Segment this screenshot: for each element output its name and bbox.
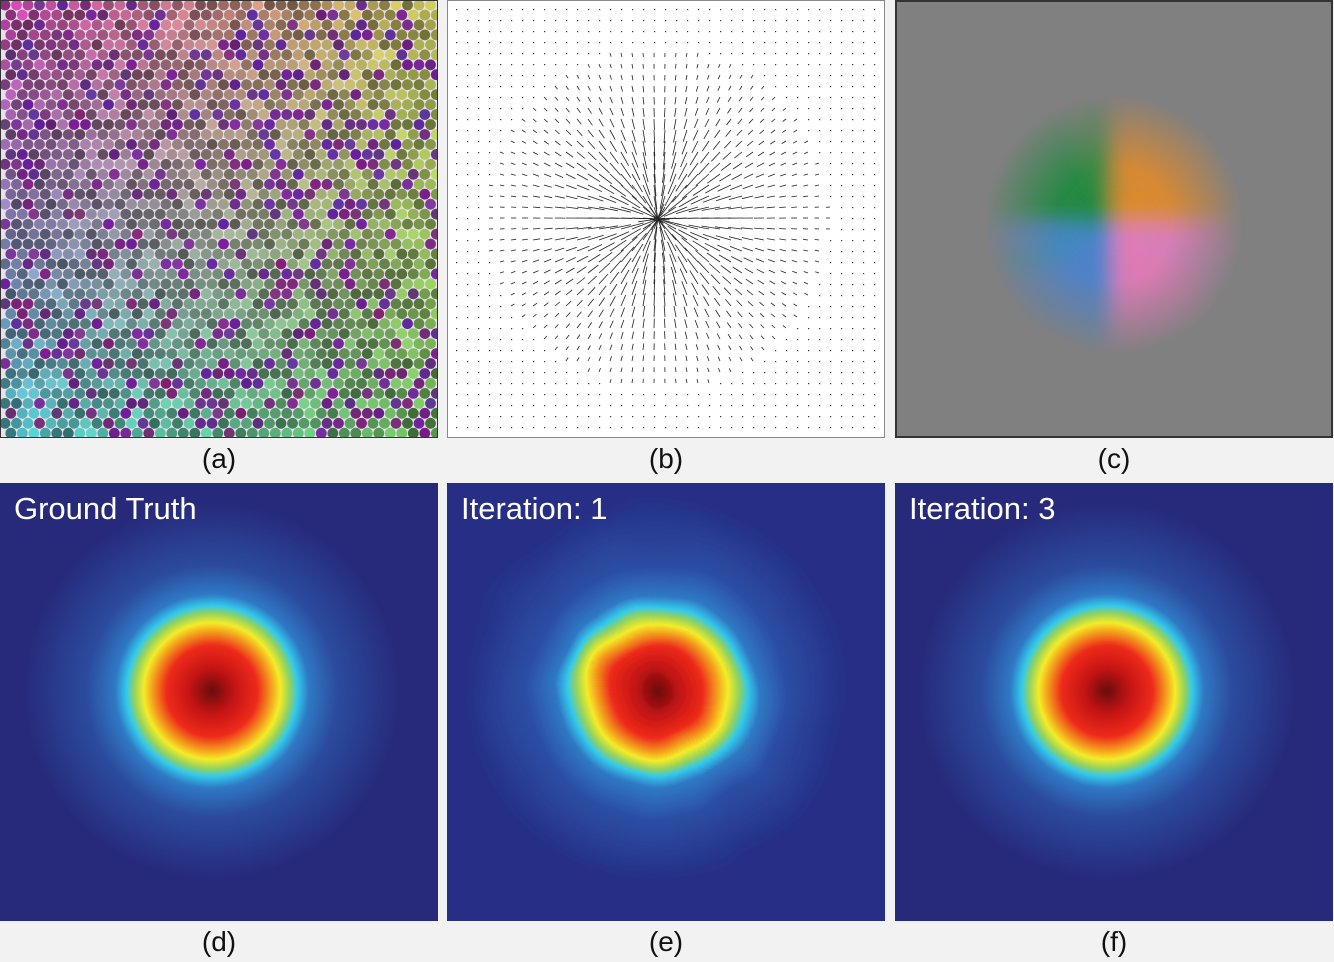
caption-d: (d) xyxy=(201,926,237,957)
caption-a: (a) xyxy=(201,443,237,474)
iteration-3-label: Iteration: 3 xyxy=(909,491,1056,526)
heatmap-iteration-3-panel: Iteration: 3 xyxy=(895,483,1333,921)
heatmap-ground-truth-panel: Ground Truth xyxy=(0,483,438,921)
caption-c: (c) xyxy=(1097,443,1131,474)
vector-field-image xyxy=(456,9,876,429)
flow-color-panel xyxy=(895,0,1333,438)
caption-b: (b) xyxy=(648,443,684,474)
heatmap-iteration-1-image xyxy=(447,483,885,921)
flow-color-image xyxy=(897,2,1331,436)
heatmap-iteration-3-image xyxy=(895,483,1333,921)
caption-e: (e) xyxy=(648,926,684,957)
heatmap-ground-truth-image xyxy=(0,483,438,921)
heatmap-iteration-1-panel: Iteration: 1 xyxy=(447,483,885,921)
vector-field-panel xyxy=(447,0,885,438)
dot-mosaic-panel xyxy=(0,0,438,438)
caption-f: (f) xyxy=(1100,926,1128,957)
ground-truth-label: Ground Truth xyxy=(14,491,197,526)
iteration-1-label: Iteration: 1 xyxy=(461,491,608,526)
dot-mosaic-image xyxy=(1,1,437,437)
